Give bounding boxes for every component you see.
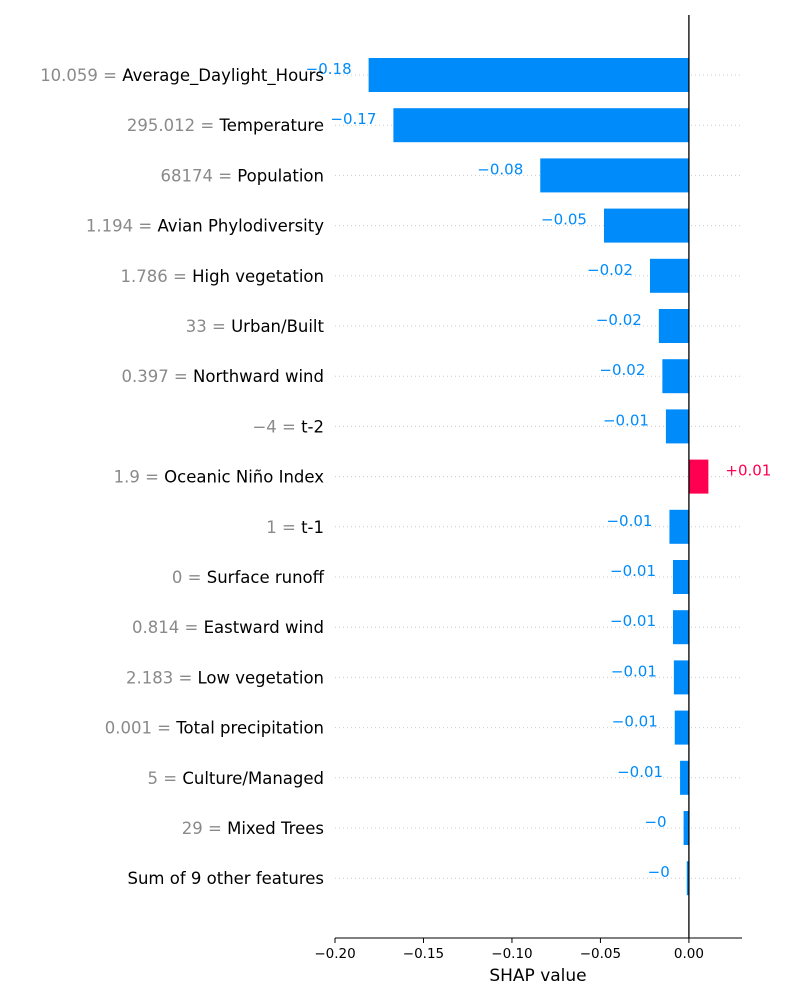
feature-tick-label: 1.786 = High vegetation: [121, 267, 324, 286]
shap-bar: [686, 861, 689, 896]
feature-name: Temperature: [218, 116, 324, 135]
bar-value-label: −0.18: [306, 60, 352, 78]
feature-value: 2.183 =: [126, 668, 198, 687]
feature-name: Low vegetation: [198, 668, 324, 687]
bar-value-label: −0.01: [606, 512, 652, 530]
feature-tick-label: 1 = t-1: [266, 518, 324, 537]
feature-tick-label: 1.194 = Avian Phylodiversity: [86, 217, 324, 236]
bar-value-label: −0.05: [541, 211, 587, 229]
x-axis-title: SHAP value: [489, 966, 586, 986]
feature-tick-label: Sum of 9 other features: [127, 869, 324, 888]
feature-value: 0.001 =: [105, 719, 177, 738]
feature-value: 10.059 =: [40, 66, 122, 85]
bar-value-label: −0.01: [610, 562, 656, 580]
bar-value-label: −0.02: [596, 311, 642, 329]
feature-tick-label: 10.059 = Average_Daylight_Hours: [40, 66, 324, 86]
bar-value-label: −0.02: [599, 361, 645, 379]
bar-value-label: −0.01: [610, 612, 656, 630]
feature-name: Oceanic Niño Index: [164, 468, 324, 487]
bar-value-label: −0.08: [477, 160, 523, 178]
feature-name: Average_Daylight_Hours: [122, 66, 324, 86]
feature-value: 0 =: [172, 568, 207, 587]
feature-tick-label: 0 = Surface runoff: [172, 568, 325, 587]
shap-bar: [665, 409, 689, 444]
shap-bar: [672, 560, 689, 594]
feature-tick-label: 33 = Urban/Built: [186, 317, 325, 336]
feature-value: 0.814 =: [132, 618, 204, 637]
shap-bar: [393, 108, 689, 143]
bar-value-label: −0.01: [612, 713, 658, 731]
feature-tick-label: 1.9 = Oceanic Niño Index: [114, 468, 325, 487]
x-tick-label: −0.10: [491, 946, 532, 962]
feature-name: Eastward wind: [204, 618, 324, 637]
bar-value-label: −0: [644, 813, 666, 831]
feature-name: t-2: [301, 417, 324, 436]
x-tick-label: 0.00: [674, 946, 704, 962]
feature-name: Sum of 9 other features: [127, 869, 324, 888]
feature-name: Population: [237, 166, 324, 185]
feature-value: 0.397 =: [121, 367, 193, 386]
feature-value: 1.786 =: [121, 267, 193, 286]
feature-name: Culture/Managed: [182, 769, 324, 788]
feature-tick-label: 29 = Mixed Trees: [182, 819, 324, 838]
bar-value-label: −0.01: [603, 411, 649, 429]
bar-value-label: −0.02: [587, 261, 633, 279]
shap-bar: [683, 811, 689, 845]
feature-value: 1 =: [266, 518, 301, 537]
feature-name: Urban/Built: [231, 317, 324, 336]
shap-bar: [672, 610, 689, 645]
shap-bar: [688, 459, 709, 494]
feature-value: −4 =: [252, 417, 301, 436]
feature-name: t-1: [301, 518, 324, 537]
shap-bar: [603, 208, 689, 243]
feature-tick-label: 2.183 = Low vegetation: [126, 668, 324, 687]
x-tick-label: −0.20: [314, 946, 355, 962]
feature-value: 29 =: [182, 819, 227, 838]
x-tick-label: −0.15: [403, 946, 444, 962]
feature-value: 295.012 =: [127, 116, 220, 135]
bar-value-label: −0: [648, 863, 670, 881]
feature-tick-label: −4 = t-2: [252, 417, 324, 436]
feature-tick-label: 0.001 = Total precipitation: [105, 719, 324, 738]
shap-bar: [669, 509, 689, 544]
shap-bar: [540, 158, 689, 193]
shap-bar: [658, 309, 689, 343]
feature-value: 1.194 =: [86, 217, 158, 236]
feature-tick-label: 68174 = Population: [160, 166, 324, 185]
feature-value: 68174 =: [160, 166, 237, 185]
feature-name: Avian Phylodiversity: [157, 217, 324, 236]
x-tick-label: −0.05: [580, 946, 621, 962]
bar-value-label: −0.01: [617, 763, 663, 781]
feature-tick-label: 0.814 = Eastward wind: [132, 618, 324, 637]
shap-bar: [673, 660, 689, 695]
feature-name: Total precipitation: [175, 719, 324, 738]
feature-value: 5 =: [148, 769, 183, 788]
feature-name: Mixed Trees: [227, 819, 324, 838]
shap-bar: [680, 760, 689, 795]
shap-bar: [674, 710, 689, 745]
shap-bar: [662, 359, 689, 394]
feature-tick-label: 5 = Culture/Managed: [148, 769, 324, 788]
feature-value: 33 =: [186, 317, 231, 336]
feature-tick-label: 295.012 = Temperature: [127, 116, 324, 135]
bar-value-label: −0.17: [330, 110, 376, 128]
feature-value: 1.9 =: [114, 468, 165, 487]
shap-bar: [649, 258, 689, 293]
feature-tick-label: 0.397 = Northward wind: [121, 367, 324, 386]
feature-name: Northward wind: [193, 367, 324, 386]
feature-name: Surface runoff: [207, 568, 325, 587]
feature-name: High vegetation: [192, 267, 324, 286]
shap-bar: [368, 58, 689, 92]
bar-value-label: +0.01: [725, 462, 771, 480]
bar-value-label: −0.01: [611, 662, 657, 680]
